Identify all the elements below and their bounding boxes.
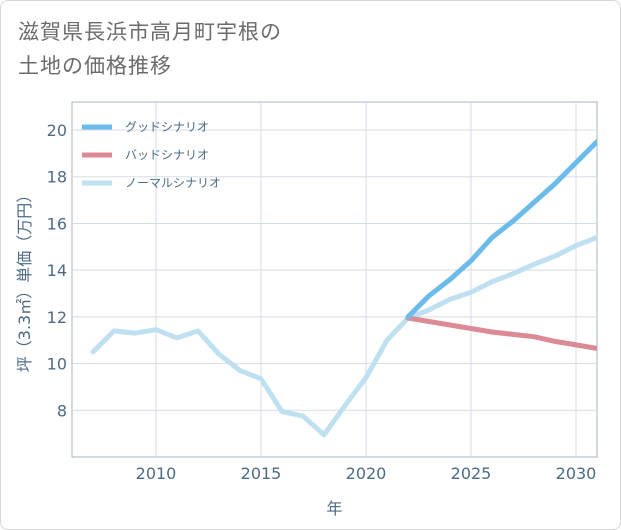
x-tick-label: 2015 [241,464,282,483]
legend-label: グッドシナリオ [125,120,209,134]
y-tick-label: 16 [47,214,67,233]
y-axis-ticks: 8 10 12 14 16 18 20 [47,121,67,420]
series-lines [90,139,597,438]
series-line-2 [405,315,597,351]
x-tick-label: 2030 [556,464,597,483]
chart-title-line-1: 滋賀県長浜市高月町宇根の [18,20,282,44]
x-tick-label: 2025 [451,464,492,483]
y-axis-label: 坪（3.3㎡）単価（万円） [15,187,34,372]
plot-area [71,101,598,458]
x-tick-label: 2010 [136,464,177,483]
x-axis-ticks: 2010 2015 2020 2025 2030 [136,464,597,483]
series-line-1 [405,139,597,320]
y-tick-label: 8 [57,401,67,420]
y-tick-label: 12 [47,308,67,327]
y-tick-label: 18 [47,168,67,187]
legend-label: ノーマルシナリオ [125,176,221,190]
y-tick-label: 20 [47,121,67,140]
y-tick-label: 10 [47,355,67,374]
chart-title-line-2: 土地の価格推移 [18,54,172,78]
series-line-3 [90,235,597,438]
x-tick-label: 2020 [346,464,387,483]
chart-title: 滋賀県長浜市高月町宇根の 土地の価格推移 [18,15,578,83]
legend-label: バッドシナリオ [125,148,209,162]
y-tick-label: 14 [47,261,67,280]
x-axis-label: 年 [326,499,342,518]
